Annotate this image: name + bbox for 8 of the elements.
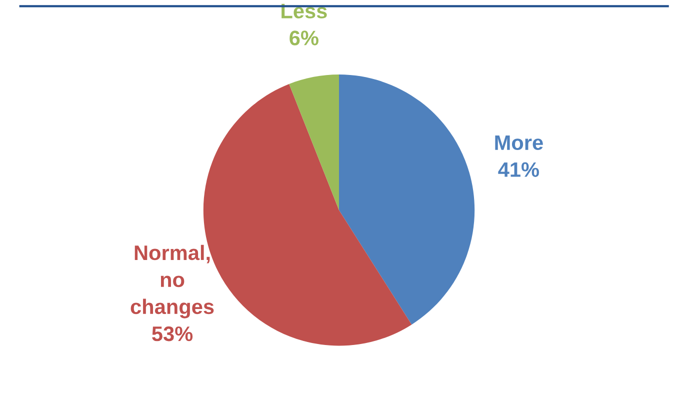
data-label: 53% <box>152 326 193 342</box>
pie-slice <box>339 74 475 325</box>
data-label: 41% <box>498 162 539 177</box>
data-label: 6% <box>290 30 318 46</box>
slice-label: More <box>495 135 543 150</box>
slice-label: Normal, no changes <box>130 244 214 318</box>
pie-slice <box>289 74 339 210</box>
slice-label: Less <box>282 4 327 18</box>
